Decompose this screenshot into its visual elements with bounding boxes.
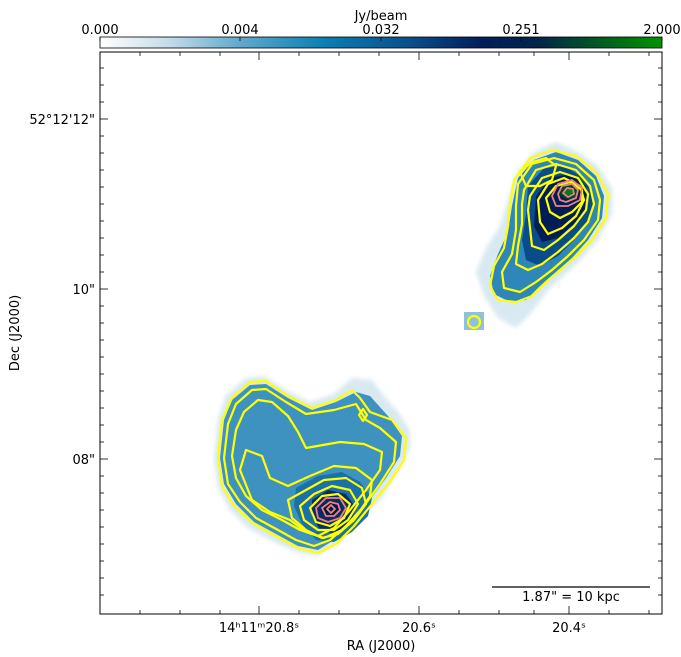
colorbar-tick-4: 2.000 bbox=[643, 23, 680, 38]
axes-frame bbox=[99, 51, 663, 615]
y-axis-label: Dec (J2000) bbox=[8, 295, 23, 371]
tick-marks bbox=[100, 52, 662, 614]
contours-pink bbox=[315, 179, 583, 523]
sw-pink-3 bbox=[326, 504, 336, 514]
x-tick-label-2: 20.4ˢ bbox=[552, 621, 586, 636]
colorbar-label: Jy/beam bbox=[354, 9, 408, 24]
sw-pink-1 bbox=[315, 497, 347, 523]
ne-contour-6 bbox=[544, 180, 584, 220]
ne-contour-2 bbox=[500, 156, 602, 294]
colorbar: Jy/beam 0.000 0.004 0.032 0.251 2.000 bbox=[81, 9, 681, 49]
y-tick-label-1: 10" bbox=[72, 283, 95, 298]
colorbar-ticks bbox=[99, 37, 663, 41]
ne-pink-1 bbox=[551, 179, 583, 207]
sw-contour-2 bbox=[222, 387, 398, 548]
y-tick-label-2: 08" bbox=[72, 453, 95, 468]
ne-contour-3 bbox=[514, 162, 596, 272]
sw-contour-6 bbox=[298, 484, 360, 532]
sw-pink-2 bbox=[321, 501, 341, 517]
plot-area bbox=[100, 52, 662, 614]
ne-pink-2 bbox=[557, 183, 579, 203]
colorbar-tick-1: 0.004 bbox=[221, 23, 258, 38]
knot-contour bbox=[466, 314, 482, 330]
ne-contour-7 bbox=[518, 156, 558, 188]
ne-pink-3 bbox=[562, 187, 575, 198]
scale-bar-label: 1.87" = 10 kpc bbox=[522, 590, 620, 605]
x-tick-label-0: 14ʰ11ᵐ20.8ˢ bbox=[219, 621, 299, 636]
sw-contour-5 bbox=[286, 476, 368, 540]
colorbar-tick-0: 0.000 bbox=[81, 23, 118, 38]
scale-bar: 1.87" = 10 kpc bbox=[492, 586, 650, 605]
ne-contour-1 bbox=[488, 148, 610, 304]
sw-contour-7 bbox=[308, 492, 352, 528]
sw-contour-knot bbox=[357, 407, 369, 423]
contours-yellow bbox=[216, 148, 610, 555]
ne-contour-4 bbox=[526, 170, 590, 252]
ne-contour-5 bbox=[536, 176, 586, 236]
sw-contour-1 bbox=[216, 379, 408, 555]
x-axis-label: RA (J2000) bbox=[347, 639, 416, 654]
y-tick-label-0: 52°12'12" bbox=[29, 113, 95, 128]
x-tick-label-1: 20.6ˢ bbox=[402, 621, 436, 636]
colorbar-tick-3: 0.251 bbox=[502, 23, 539, 38]
sw-contour-4 bbox=[238, 448, 374, 540]
colorbar-tick-2: 0.032 bbox=[362, 23, 399, 38]
